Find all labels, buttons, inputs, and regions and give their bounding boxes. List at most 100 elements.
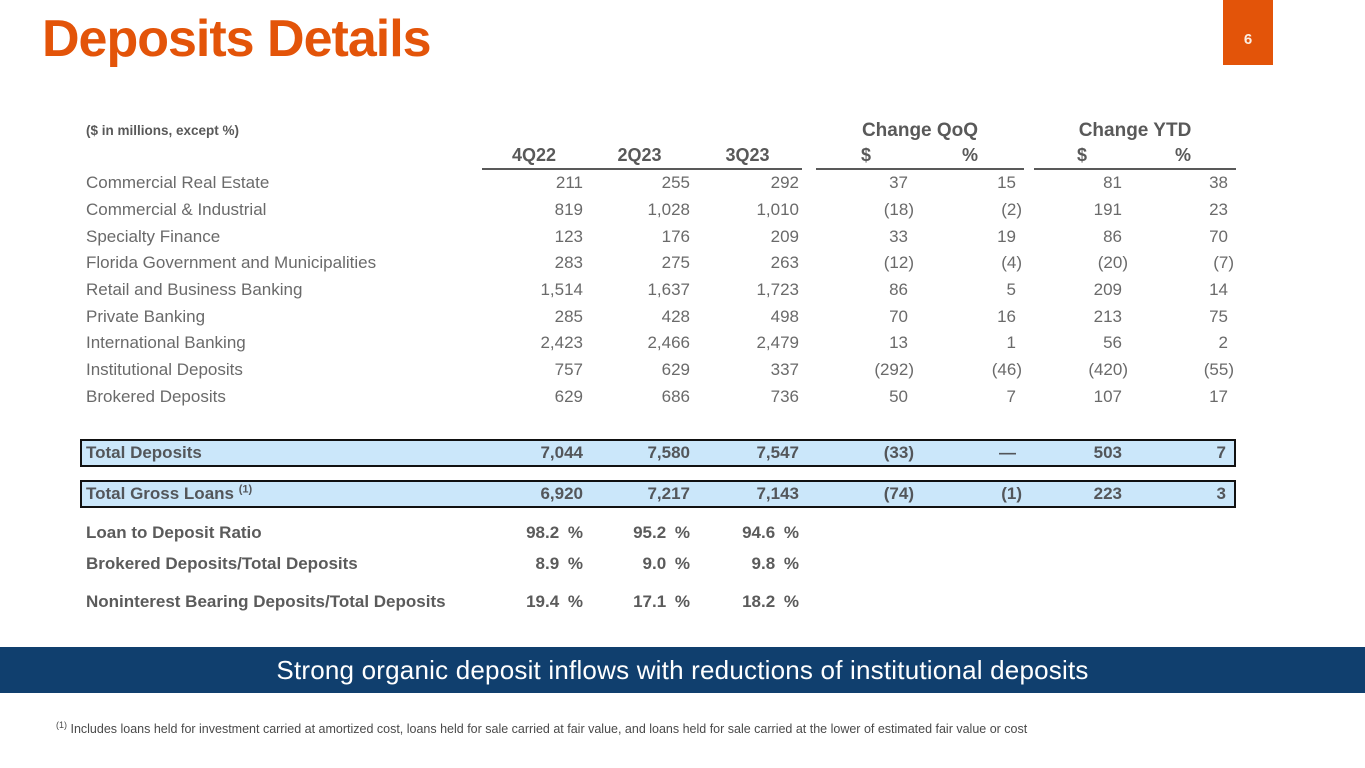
row-label: Commercial & Industrial xyxy=(86,200,267,220)
cell-qoq-percent: — xyxy=(999,443,1016,463)
row-label: Specialty Finance xyxy=(86,226,221,246)
cell-3q23: 7,143 xyxy=(756,484,799,504)
col-header-ytd-dollar: $ xyxy=(1076,145,1087,165)
page-number: 6 xyxy=(1243,31,1253,48)
cell-ytd-dollar: (420) xyxy=(1088,360,1128,380)
cell-ytd-percent: 3 xyxy=(1216,484,1226,504)
cell-2q23: 275 xyxy=(661,253,690,273)
table-group-header-row: ($ in millions, except %) Change QoQ Cha… xyxy=(80,112,1236,142)
cell-ytd-percent: 23 xyxy=(1209,200,1228,220)
cell-3q23: 1,723 xyxy=(756,280,799,300)
total-gross-loans-row: Total Gross Loans (1) 6,920 7,217 7,143 … xyxy=(80,480,1236,509)
cell-4q22: 98.2 % xyxy=(526,522,583,542)
units-note: ($ in millions, except %) xyxy=(86,123,240,138)
cell-qoq-dollar: 37 xyxy=(889,173,908,193)
table-row: Institutional Deposits 757 629 337 (292)… xyxy=(80,357,1236,384)
cell-2q23: 176 xyxy=(661,226,690,246)
cell-2q23: 9.0 % xyxy=(642,553,690,573)
cell-ytd-percent: 7 xyxy=(1216,443,1226,463)
cell-ytd-percent: 70 xyxy=(1209,226,1228,246)
cell-4q22: 757 xyxy=(554,360,583,380)
cell-qoq-percent: (2) xyxy=(1001,200,1022,220)
cell-ytd-percent: 14 xyxy=(1209,280,1228,300)
cell-4q22: 819 xyxy=(554,200,583,220)
row-label-text: Noninterest Bearing Deposits/Total Depos… xyxy=(86,592,446,612)
cell-ytd-dollar: 191 xyxy=(1093,200,1122,220)
qoq-subheader-group: $ % xyxy=(816,142,1024,170)
cell-qoq-percent: (46) xyxy=(991,360,1022,380)
cell-ytd-percent: 17 xyxy=(1209,386,1228,406)
cell-4q22: 6,920 xyxy=(540,484,583,504)
total-deposits-row: Total Deposits 7,044 7,580 7,547 (33) — … xyxy=(80,439,1236,468)
table-row: International Banking 2,423 2,466 2,479 … xyxy=(80,330,1236,357)
ratio-section: Loan to Deposit Ratio 98.2 % 95.2 % 94.6… xyxy=(80,517,1236,625)
cell-ytd-dollar: 56 xyxy=(1103,333,1122,353)
cell-2q23: 1,637 xyxy=(647,280,690,300)
col-header-2q23: 2Q23 xyxy=(586,145,693,170)
cell-qoq-percent: 5 xyxy=(1006,280,1016,300)
cell-2q23: 428 xyxy=(661,306,690,326)
cell-3q23: 263 xyxy=(770,253,799,273)
cell-qoq-percent: 15 xyxy=(997,173,1016,193)
cell-ytd-dollar: 503 xyxy=(1093,443,1122,463)
ratio-row: Brokered Deposits/Total Deposits 8.9 % 9… xyxy=(80,548,1236,579)
cell-ytd-percent: (55) xyxy=(1203,360,1234,380)
row-label: Institutional Deposits xyxy=(86,360,243,380)
row-label: Florida Government and Municipalities xyxy=(86,253,377,273)
cell-qoq-dollar: (292) xyxy=(874,360,914,380)
col-header-ytd-percent: % xyxy=(1174,145,1191,165)
cell-4q22: 629 xyxy=(554,386,583,406)
footnote-marker: (1) xyxy=(56,720,67,730)
cell-3q23: 337 xyxy=(770,360,799,380)
cell-qoq-percent: (1) xyxy=(1001,484,1022,504)
col-header-4q22: 4Q22 xyxy=(482,145,586,170)
table-row: Retail and Business Banking 1,514 1,637 … xyxy=(80,277,1236,304)
cell-3q23: 209 xyxy=(770,226,799,246)
cell-qoq-percent: (4) xyxy=(1001,253,1022,273)
page-number-badge: 6 xyxy=(1223,0,1273,65)
cell-3q23: 18.2 % xyxy=(742,592,799,612)
row-label: Commercial Real Estate xyxy=(86,173,270,193)
key-message-banner: Strong organic deposit inflows with redu… xyxy=(0,647,1365,693)
cell-qoq-dollar: (18) xyxy=(883,200,914,220)
row-label: Noninterest Bearing Deposits/Total Depos… xyxy=(80,592,482,612)
footnote-text: Includes loans held for investment carri… xyxy=(67,722,1028,737)
group-header-change-ytd: Change YTD xyxy=(1078,120,1192,141)
cell-qoq-dollar: 33 xyxy=(889,226,908,246)
cell-qoq-dollar: 86 xyxy=(889,280,908,300)
cell-3q23: 9.8 % xyxy=(751,553,799,573)
col-header-qoq-dollar: $ xyxy=(860,145,871,165)
row-label: Total Deposits xyxy=(86,443,202,463)
cell-ytd-dollar: 86 xyxy=(1103,226,1122,246)
cell-ytd-dollar: (20) xyxy=(1097,253,1128,273)
cell-3q23: 7,547 xyxy=(756,443,799,463)
cell-qoq-dollar: (74) xyxy=(883,484,914,504)
cell-qoq-dollar: (12) xyxy=(883,253,914,273)
cell-qoq-dollar: 50 xyxy=(889,386,908,406)
cell-2q23: 95.2 % xyxy=(633,522,690,542)
cell-3q23: 94.6 % xyxy=(742,522,799,542)
cell-ytd-dollar: 223 xyxy=(1093,484,1122,504)
cell-3q23: 498 xyxy=(770,306,799,326)
cell-4q22: 1,514 xyxy=(540,280,583,300)
cell-4q22: 2,423 xyxy=(540,333,583,353)
cell-3q23: 736 xyxy=(770,386,799,406)
cell-qoq-percent: 19 xyxy=(997,226,1016,246)
cell-2q23: 629 xyxy=(661,360,690,380)
cell-2q23: 2,466 xyxy=(647,333,690,353)
cell-3q23: 292 xyxy=(770,173,799,193)
row-label: Total Gross Loans (1) xyxy=(82,484,482,504)
cell-ytd-dollar: 213 xyxy=(1093,306,1122,326)
row-label: Brokered Deposits/Total Deposits xyxy=(86,553,358,573)
cell-4q22: 283 xyxy=(554,253,583,273)
cell-ytd-percent: 75 xyxy=(1209,306,1228,326)
row-label: Loan to Deposit Ratio xyxy=(86,522,262,542)
cell-2q23: 7,217 xyxy=(647,484,690,504)
cell-qoq-dollar: (33) xyxy=(883,443,914,463)
cell-qoq-dollar: 13 xyxy=(889,333,908,353)
cell-4q22: 8.9 % xyxy=(535,553,583,573)
row-label: Retail and Business Banking xyxy=(86,280,303,300)
page-title: Deposits Details xyxy=(42,10,432,68)
cell-2q23: 1,028 xyxy=(647,200,690,220)
cell-qoq-percent: 16 xyxy=(997,306,1016,326)
